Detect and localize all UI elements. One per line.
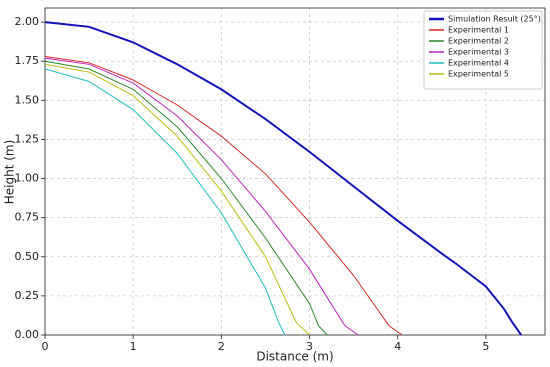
data-line — [44, 63, 310, 336]
y-tick-label: 1.00 — [15, 172, 40, 185]
x-tick-label: 0 — [42, 340, 49, 353]
data-line — [44, 56, 403, 336]
y-tick-label: 1.50 — [15, 93, 40, 106]
y-tick-label: 1.25 — [15, 132, 40, 145]
data-line — [44, 21, 523, 336]
x-tick-label: 2 — [218, 340, 225, 353]
legend-label: Experimental 5 — [448, 70, 509, 79]
y-tick-label: 0.75 — [15, 211, 40, 224]
legend-label: Experimental 4 — [448, 59, 509, 68]
x-tick-label: 3 — [306, 340, 313, 353]
y-tick-label: 1.75 — [15, 54, 40, 67]
y-tick-label: 2.00 — [15, 15, 40, 28]
x-tick-label: 5 — [482, 340, 489, 353]
y-tick-label: 0.25 — [15, 289, 40, 302]
legend-label: Experimental 1 — [448, 26, 509, 35]
x-tick-label: 4 — [394, 340, 401, 353]
y-tick-label: 0.00 — [15, 328, 40, 341]
y-axis-label: Height (m) — [3, 140, 17, 205]
legend: Simulation Result (25°) Experimental 1 Exp… — [423, 10, 543, 90]
legend-label: Experimental 3 — [448, 48, 509, 57]
data-line — [44, 68, 286, 336]
legend-label: Experimental 2 — [448, 37, 509, 46]
legend-label: Simulation Result (25°) — [448, 15, 541, 24]
plot-frame — [44, 7, 546, 336]
data-line — [44, 57, 359, 336]
legend-box — [423, 10, 543, 90]
x-axis-label: Distance (m) — [256, 350, 333, 364]
y-tick-label: 0.50 — [15, 250, 40, 263]
data-line — [44, 60, 328, 336]
x-tick-label: 1 — [130, 340, 137, 353]
